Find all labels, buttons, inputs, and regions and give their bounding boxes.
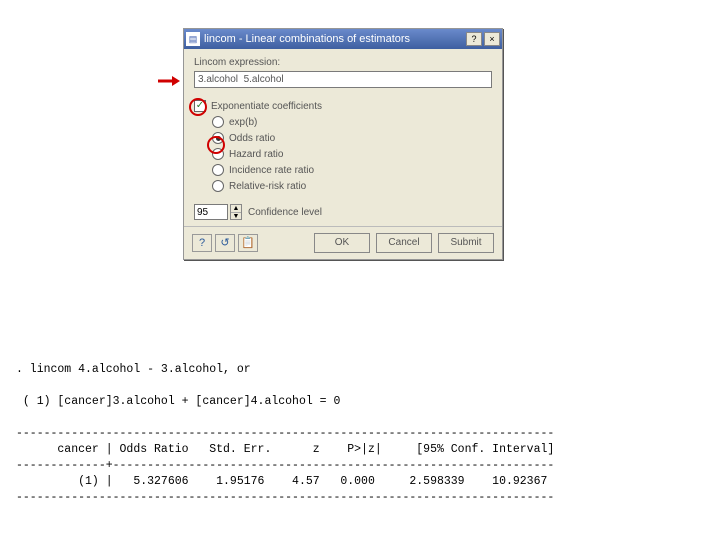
radio-icon [212, 132, 224, 144]
stata-output: . lincom 4.alcohol - 3.alcohol, or ( 1) … [16, 362, 554, 506]
help-button[interactable]: ? [466, 32, 482, 46]
out-hdr: cancer | Odds Ratio Std. Err. z P>|z| [9… [16, 443, 554, 456]
out-sep: -------------+--------------------------… [16, 459, 554, 472]
opt-expb[interactable]: exp(b) [212, 116, 492, 128]
cancel-button[interactable]: Cancel [376, 233, 432, 253]
confidence-input[interactable] [194, 204, 228, 220]
confidence-label: Confidence level [248, 207, 322, 218]
opt-odds[interactable]: Odds ratio [212, 132, 492, 144]
exponentiate-row[interactable]: ✓ Exponentiate coefficients [194, 100, 492, 112]
exponentiate-label: Exponentiate coefficients [211, 101, 322, 112]
radio-icon [212, 148, 224, 160]
reset-icon[interactable]: ↺ [215, 234, 235, 252]
confidence-spinner[interactable]: ▲▼ [230, 204, 242, 220]
window-title: lincom - Linear combinations of estimato… [204, 33, 464, 45]
help-icon[interactable]: ? [192, 234, 212, 252]
radio-icon [212, 116, 224, 128]
close-button[interactable]: × [484, 32, 500, 46]
checkbox-icon: ✓ [194, 100, 206, 112]
out-row: (1) | 5.327606 1.95176 4.57 0.000 2.5983… [16, 475, 547, 488]
out-rule1: ----------------------------------------… [16, 427, 554, 440]
dialog-footer: ? ↺ 📋 OK Cancel Submit [184, 226, 502, 259]
out-cmd: . lincom 4.alcohol - 3.alcohol, or [16, 363, 251, 376]
app-icon: ▤ [186, 32, 200, 46]
opt-hazard[interactable]: Hazard ratio [212, 148, 492, 160]
expression-label: Lincom expression: [194, 57, 492, 68]
pointer-arrow [158, 76, 180, 86]
opt-irr[interactable]: Incidence rate ratio [212, 164, 492, 176]
copy-icon[interactable]: 📋 [238, 234, 258, 252]
radio-icon [212, 180, 224, 192]
opt-rrr[interactable]: Relative-risk ratio [212, 180, 492, 192]
lincom-dialog: ▤ lincom - Linear combinations of estima… [183, 28, 503, 260]
confidence-row: ▲▼ Confidence level [194, 204, 492, 220]
titlebar: ▤ lincom - Linear combinations of estima… [184, 29, 502, 49]
expression-input[interactable] [194, 71, 492, 88]
submit-button[interactable]: Submit [438, 233, 494, 253]
out-rule2: ----------------------------------------… [16, 491, 554, 504]
out-eq: ( 1) [cancer]3.alcohol + [cancer]4.alcoh… [16, 395, 340, 408]
ok-button[interactable]: OK [314, 233, 370, 253]
radio-icon [212, 164, 224, 176]
